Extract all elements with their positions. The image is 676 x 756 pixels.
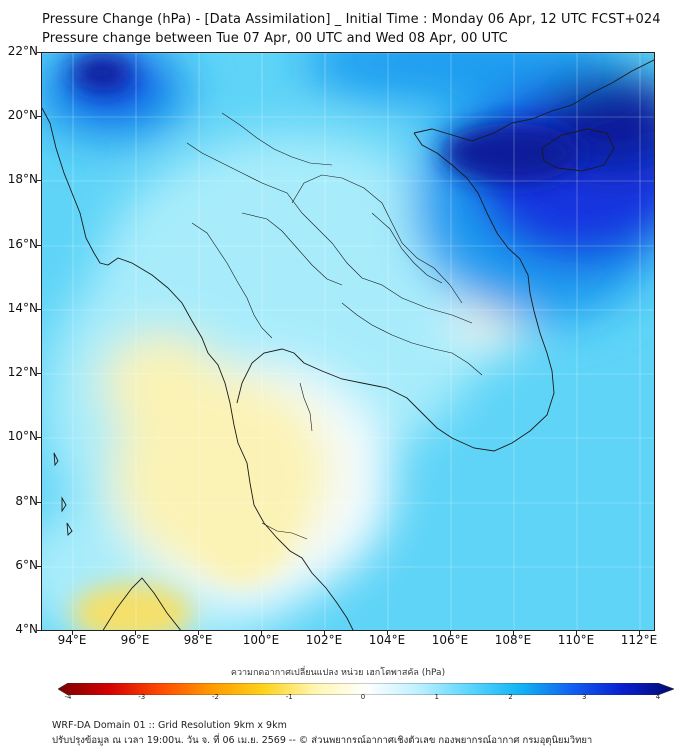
longitude-tick [450, 631, 451, 635]
longitude-tick-label: 106°E [431, 633, 469, 647]
latitude-tick-label: 8°N [15, 494, 38, 508]
longitude-tick [135, 631, 136, 635]
colorbar-tick-label: -4 [64, 693, 72, 701]
longitude-tick [198, 631, 199, 635]
colorbar-tick-label: 4 [655, 693, 661, 701]
latitude-tick [37, 245, 41, 246]
latitude-tick-label: 16°N [7, 237, 38, 251]
latitude-tick [37, 309, 41, 310]
longitude-tick-label: 110°E [557, 633, 595, 647]
map-title: Pressure Change (hPa) - [Data Assimilati… [42, 12, 661, 27]
latitude-tick-label: 6°N [15, 558, 38, 572]
graticule [42, 53, 654, 630]
longitude-tick-label: 112°E [620, 633, 658, 647]
longitude-tick-label: 96°E [120, 633, 150, 647]
footer-model-info: WRF-DA Domain 01 :: Grid Resolution 9km … [52, 720, 287, 731]
coastlines-and-borders [42, 59, 654, 630]
latitude-tick [37, 566, 41, 567]
map-subtitle: Pressure change between Tue 07 Apr, 00 U… [42, 31, 508, 46]
pressure-change-map [41, 52, 655, 631]
latitude-tick [37, 373, 41, 374]
latitude-tick [37, 180, 41, 181]
latitude-tick-label: 22°N [7, 44, 38, 58]
colorbar-title: ความกดอากาศเปลี่ยนแปลง หน่วย เฮกโตพาสคัล… [230, 668, 446, 678]
latitude-tick [37, 630, 41, 631]
colorbar-tick-label: 2 [508, 693, 513, 701]
latitude-tick [37, 52, 41, 53]
colorbar-tick-label: -3 [138, 693, 146, 701]
longitude-tick-label: 100°E [242, 633, 280, 647]
latitude-tick [37, 502, 41, 503]
colorbar-tick-label: 0 [360, 693, 366, 701]
footer-update-info: ปรับปรุงข้อมูล ณ เวลา 19:00น. วัน จ. ที่… [52, 735, 593, 746]
map-canvas [42, 53, 654, 630]
longitude-tick [576, 631, 577, 635]
colorbar-tick-label: -2 [212, 693, 219, 701]
latitude-tick-label: 20°N [7, 108, 38, 122]
colorbar-tick-label: 1 [434, 693, 439, 701]
latitude-tick [37, 437, 41, 438]
longitude-tick-label: 104°E [368, 633, 406, 647]
colorbar-tick-label: 3 [582, 693, 587, 701]
longitude-tick [513, 631, 514, 635]
longitude-tick-label: 94°E [57, 633, 87, 647]
longitude-tick [639, 631, 640, 635]
longitude-tick-label: 98°E [183, 633, 213, 647]
latitude-tick-label: 18°N [7, 172, 38, 186]
latitude-tick-label: 10°N [7, 429, 38, 443]
longitude-tick [261, 631, 262, 635]
latitude-tick-label: 14°N [7, 301, 38, 315]
latitude-tick-label: 4°N [15, 622, 38, 636]
field-shading-detail [72, 55, 582, 630]
latitude-tick-label: 12°N [7, 365, 38, 379]
longitude-tick-label: 102°E [305, 633, 343, 647]
longitude-tick [387, 631, 388, 635]
longitude-tick [72, 631, 73, 635]
colorbar-tick-label: -1 [285, 693, 293, 701]
longitude-tick-label: 108°E [494, 633, 532, 647]
latitude-tick [37, 116, 41, 117]
longitude-tick [324, 631, 325, 635]
